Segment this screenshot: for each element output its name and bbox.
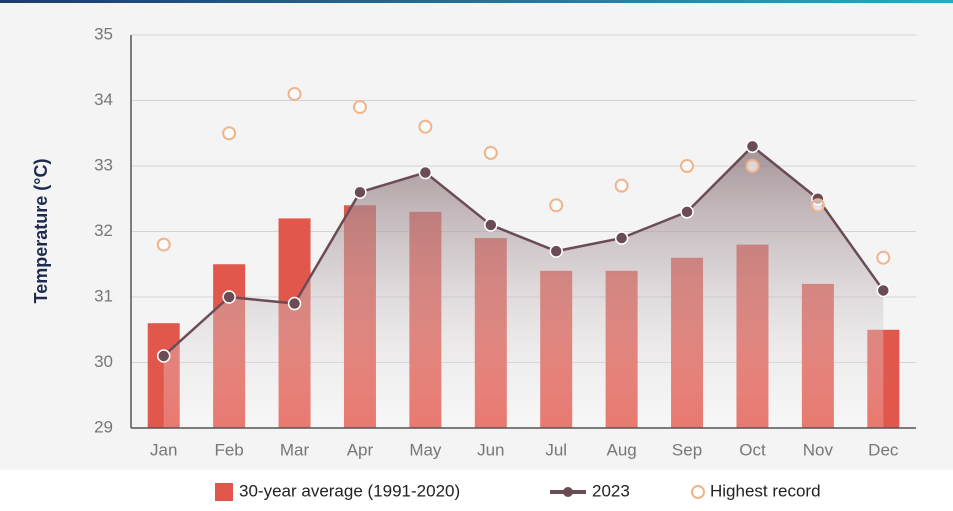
record-point <box>876 250 891 265</box>
line-point <box>614 231 629 245</box>
y-tick-label: 32 <box>94 221 113 240</box>
y-tick-label: 29 <box>94 417 113 436</box>
record-point <box>549 198 564 213</box>
x-tick-label: Aug <box>607 440 637 459</box>
x-tick-label: Jan <box>150 440 177 459</box>
line-point <box>484 218 498 232</box>
line-point <box>353 185 367 199</box>
area <box>163 146 884 428</box>
y-tick-label: 34 <box>94 90 113 109</box>
y-tick-label: 31 <box>94 286 113 305</box>
x-tick-label: Oct <box>739 440 766 459</box>
y-tick-label: 30 <box>94 352 113 371</box>
legend-swatch <box>563 487 573 497</box>
legend-swatch <box>691 485 705 499</box>
top-border <box>0 0 953 3</box>
record-point <box>483 145 498 160</box>
record-point <box>614 178 629 193</box>
record-point <box>745 159 760 173</box>
x-tick-label: Jul <box>545 440 567 459</box>
y-tick-label: 33 <box>94 155 113 174</box>
x-tick-label: Feb <box>214 440 243 459</box>
x-tick-label: Sep <box>672 440 702 459</box>
legend-label: 2023 <box>592 481 630 500</box>
x-tick-label: Mar <box>280 440 310 459</box>
line-point <box>745 139 760 154</box>
record-point <box>418 119 433 134</box>
line-point <box>287 296 302 311</box>
record-point <box>287 86 302 101</box>
record-point <box>680 159 695 173</box>
y-tick-label: 35 <box>94 24 113 43</box>
line-point <box>222 290 236 304</box>
line-point <box>680 205 694 219</box>
record-point <box>810 198 825 213</box>
line <box>162 144 885 357</box>
x-tick-label: Nov <box>803 440 834 459</box>
record-point <box>222 126 237 141</box>
legend-swatch <box>215 483 233 501</box>
record-point <box>156 237 171 252</box>
legend-label: Highest record <box>710 481 821 500</box>
y-axis-title: Temperature (°C) <box>31 159 51 304</box>
line-point <box>418 165 433 180</box>
line-point <box>876 283 891 298</box>
x-tick-label: Dec <box>868 440 899 459</box>
line-point <box>549 244 563 258</box>
x-tick-label: Jun <box>477 440 504 459</box>
legend-label: 30-year average (1991-2020) <box>239 481 460 500</box>
record-point <box>352 100 367 115</box>
line-point <box>156 349 171 363</box>
x-tick-label: May <box>409 440 442 459</box>
x-tick-label: Apr <box>347 440 374 459</box>
